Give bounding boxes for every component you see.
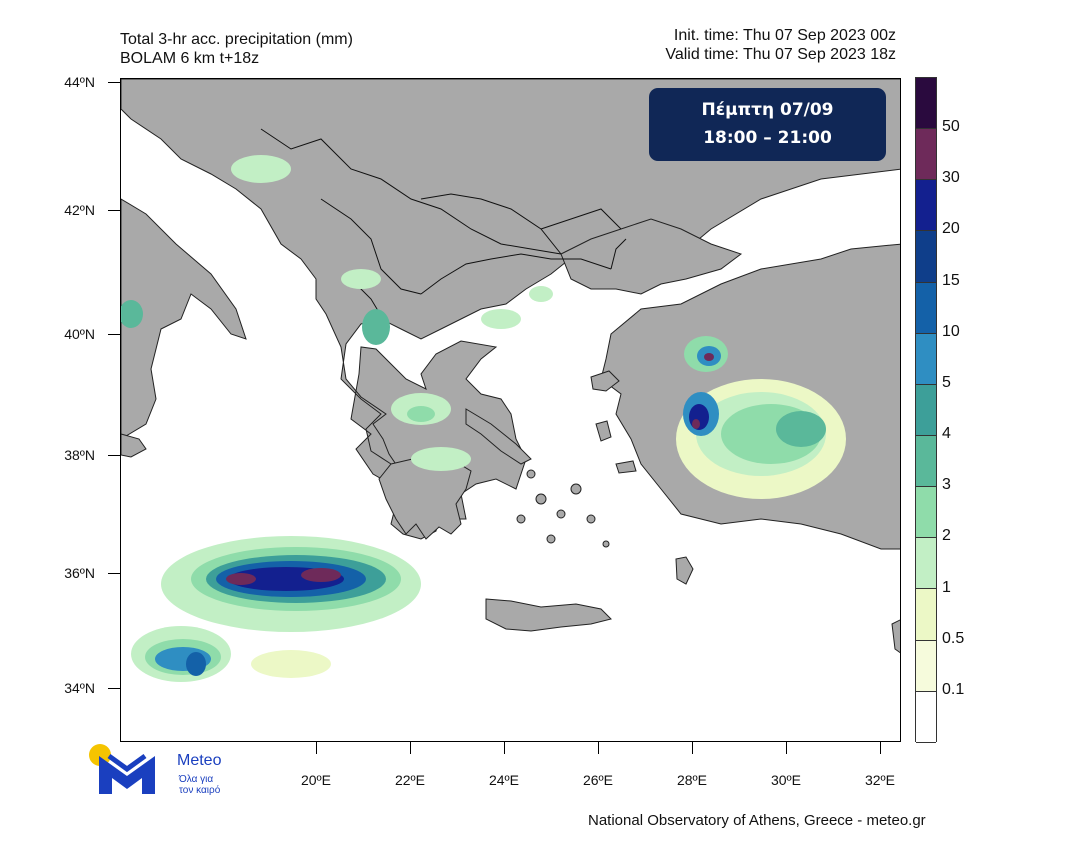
lat-label: 34ºN <box>55 680 95 696</box>
lon-tick <box>504 742 505 754</box>
colorbar-label: 4 <box>942 425 951 443</box>
colorbar-segment <box>916 538 936 589</box>
lon-label: 32ºE <box>850 772 910 788</box>
precip-area <box>231 155 291 183</box>
meteo-logo-mark <box>87 742 257 802</box>
lon-tick <box>410 742 411 754</box>
chios-land <box>596 421 611 441</box>
cyprus-land <box>892 619 901 654</box>
lat-tick <box>108 573 120 574</box>
crete-land <box>486 599 611 631</box>
lat-tick <box>108 82 120 83</box>
init-time: Init. time: Thu 07 Sep 2023 00z <box>665 26 896 45</box>
lat-tick <box>108 334 120 335</box>
cyclades-island <box>571 484 581 494</box>
lon-tick <box>786 742 787 754</box>
colorbar-label: 0.1 <box>942 681 964 699</box>
lat-label: 44ºN <box>55 74 95 90</box>
time-info: Init. time: Thu 07 Sep 2023 00z Valid ti… <box>665 26 896 64</box>
colorbar-segment <box>916 78 936 129</box>
logo-tagline-2: τον καιρό <box>179 785 220 796</box>
colorbar-segment <box>916 436 936 487</box>
colorbar-segment <box>916 283 936 334</box>
colorbar-segment <box>916 385 936 436</box>
precipitation-map <box>120 78 901 742</box>
precip-area <box>251 650 331 678</box>
precip-area <box>407 406 435 422</box>
colorbar-segment <box>916 180 936 231</box>
map-title: Total 3-hr acc. precipitation (mm) BOLAM… <box>120 30 353 68</box>
cyclades-island <box>536 494 546 504</box>
precip-area <box>362 309 390 345</box>
precip-area <box>704 353 714 361</box>
forecast-day: Πέμπτη 07/09 <box>649 100 886 120</box>
lat-tick <box>108 210 120 211</box>
precip-area <box>341 269 381 289</box>
lat-label: 40ºN <box>55 326 95 342</box>
colorbar-segment <box>916 334 936 385</box>
precip-area <box>529 286 553 302</box>
lon-tick <box>316 742 317 754</box>
precip-area <box>481 309 521 329</box>
lon-tick <box>692 742 693 754</box>
colorbar-segment <box>916 231 936 282</box>
lon-label: 30ºE <box>756 772 816 788</box>
precip-area <box>301 568 341 582</box>
lon-label: 28ºE <box>662 772 722 788</box>
colorbar-segment <box>916 641 936 692</box>
lon-tick <box>880 742 881 754</box>
cyclades-island <box>603 541 609 547</box>
lat-label: 36ºN <box>55 565 95 581</box>
samos-land <box>616 461 636 473</box>
precip-area <box>776 411 826 447</box>
lon-tick <box>598 742 599 754</box>
lat-label: 38ºN <box>55 447 95 463</box>
colorbar-label: 15 <box>942 272 960 290</box>
lon-label: 26ºE <box>568 772 628 788</box>
valid-time: Valid time: Thu 07 Sep 2023 18z <box>665 45 896 64</box>
title-line-1: Total 3-hr acc. precipitation (mm) <box>120 30 353 49</box>
colorbar-segment <box>916 487 936 538</box>
colorbar-label: 20 <box>942 220 960 238</box>
lat-label: 42ºN <box>55 202 95 218</box>
colorbar-label: 5 <box>942 374 951 392</box>
precip-area <box>692 419 700 429</box>
cyclades-island <box>547 535 555 543</box>
colorbar-label: 1 <box>942 579 951 597</box>
cyclades-island <box>527 470 535 478</box>
lon-label: 22ºE <box>380 772 440 788</box>
cyclades-island <box>587 515 595 523</box>
cyclades-island <box>557 510 565 518</box>
colorbar-label: 0.5 <box>942 630 964 648</box>
lon-label: 20ºE <box>286 772 346 788</box>
precip-area <box>186 652 206 676</box>
sicily-land <box>121 434 146 457</box>
lat-tick <box>108 455 120 456</box>
logo-tagline-1: Όλα για <box>179 774 213 785</box>
map-canvas <box>121 79 901 742</box>
forecast-hours: 18:00 – 21:00 <box>649 128 886 148</box>
meteo-logo: Meteo Όλα για τον καιρό <box>87 742 257 802</box>
rhodes-land <box>676 557 693 584</box>
colorbar-segment <box>916 692 936 743</box>
colorbar-label: 3 <box>942 476 951 494</box>
title-line-2: BOLAM 6 km t+18z <box>120 49 353 68</box>
cyclades-island <box>517 515 525 523</box>
colorbar-segment <box>916 589 936 640</box>
footer-credit: National Observatory of Athens, Greece -… <box>588 812 926 829</box>
lon-label: 24ºE <box>474 772 534 788</box>
precip-area <box>226 573 256 585</box>
colorbar-label: 10 <box>942 323 960 341</box>
colorbar-segment <box>916 129 936 180</box>
logo-name: Meteo <box>177 752 221 770</box>
colorbar <box>915 77 937 742</box>
colorbar-label: 2 <box>942 527 951 545</box>
lat-tick <box>108 688 120 689</box>
forecast-period-box: Πέμπτη 07/09 18:00 – 21:00 <box>649 88 886 161</box>
peloponnese-land <box>379 457 471 539</box>
colorbar-label: 30 <box>942 169 960 187</box>
colorbar-label: 50 <box>942 118 960 136</box>
precip-area <box>411 447 471 471</box>
